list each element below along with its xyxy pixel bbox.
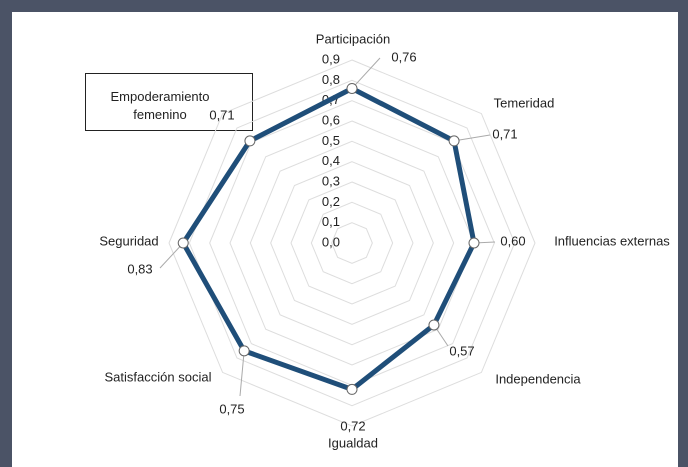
point [346,383,358,395]
tick-label: 0,9 [322,51,340,66]
tick-label: 0,8 [322,72,340,87]
leader-line [239,350,245,397]
category-label: Influencias externas [554,233,670,248]
leader-line [159,242,184,269]
point [177,237,189,249]
grid-ring [188,79,516,407]
value-label: 0,75 [219,401,244,416]
leader-line [351,57,381,89]
category-label: Seguridad [99,233,158,248]
point [468,237,480,249]
category-label: Temeridad [494,95,555,110]
grid-ring [270,161,434,325]
category-label: Empoderamiento femenino [110,89,210,122]
grid-ring [331,222,373,264]
category-label: Participación [316,31,390,46]
value-label: 0,71 [492,126,517,141]
tick-label: 0,0 [322,234,340,249]
value-label: 0,72 [340,418,365,433]
category-label: Satisfacción social [105,369,212,384]
category-label: Igualdad [328,435,378,450]
annotation-box: Empoderamiento femenino [85,73,253,131]
tick-label: 0,1 [322,214,340,229]
value-label: 0,60 [500,233,525,248]
value-label: 0,57 [449,343,474,358]
grid-ring [290,181,414,305]
point [428,319,440,331]
grid-ring [229,120,475,366]
tick-label: 0,2 [322,194,340,209]
tick-label: 0,4 [322,153,340,168]
value-label: 0,71 [209,107,234,122]
grid-ring [168,59,536,427]
tick-label: 0,6 [322,112,340,127]
value-label: 0,83 [127,261,152,276]
category-label: Independencia [495,371,581,386]
grid-ring [249,140,455,346]
grid-ring [310,201,394,285]
point [448,135,460,147]
point [238,345,250,357]
tick-label: 0,5 [322,133,340,148]
point [346,82,358,94]
value-label: 0,76 [391,49,416,64]
leader-line [454,134,491,142]
tick-label: 0,3 [322,173,340,188]
point [244,135,256,147]
